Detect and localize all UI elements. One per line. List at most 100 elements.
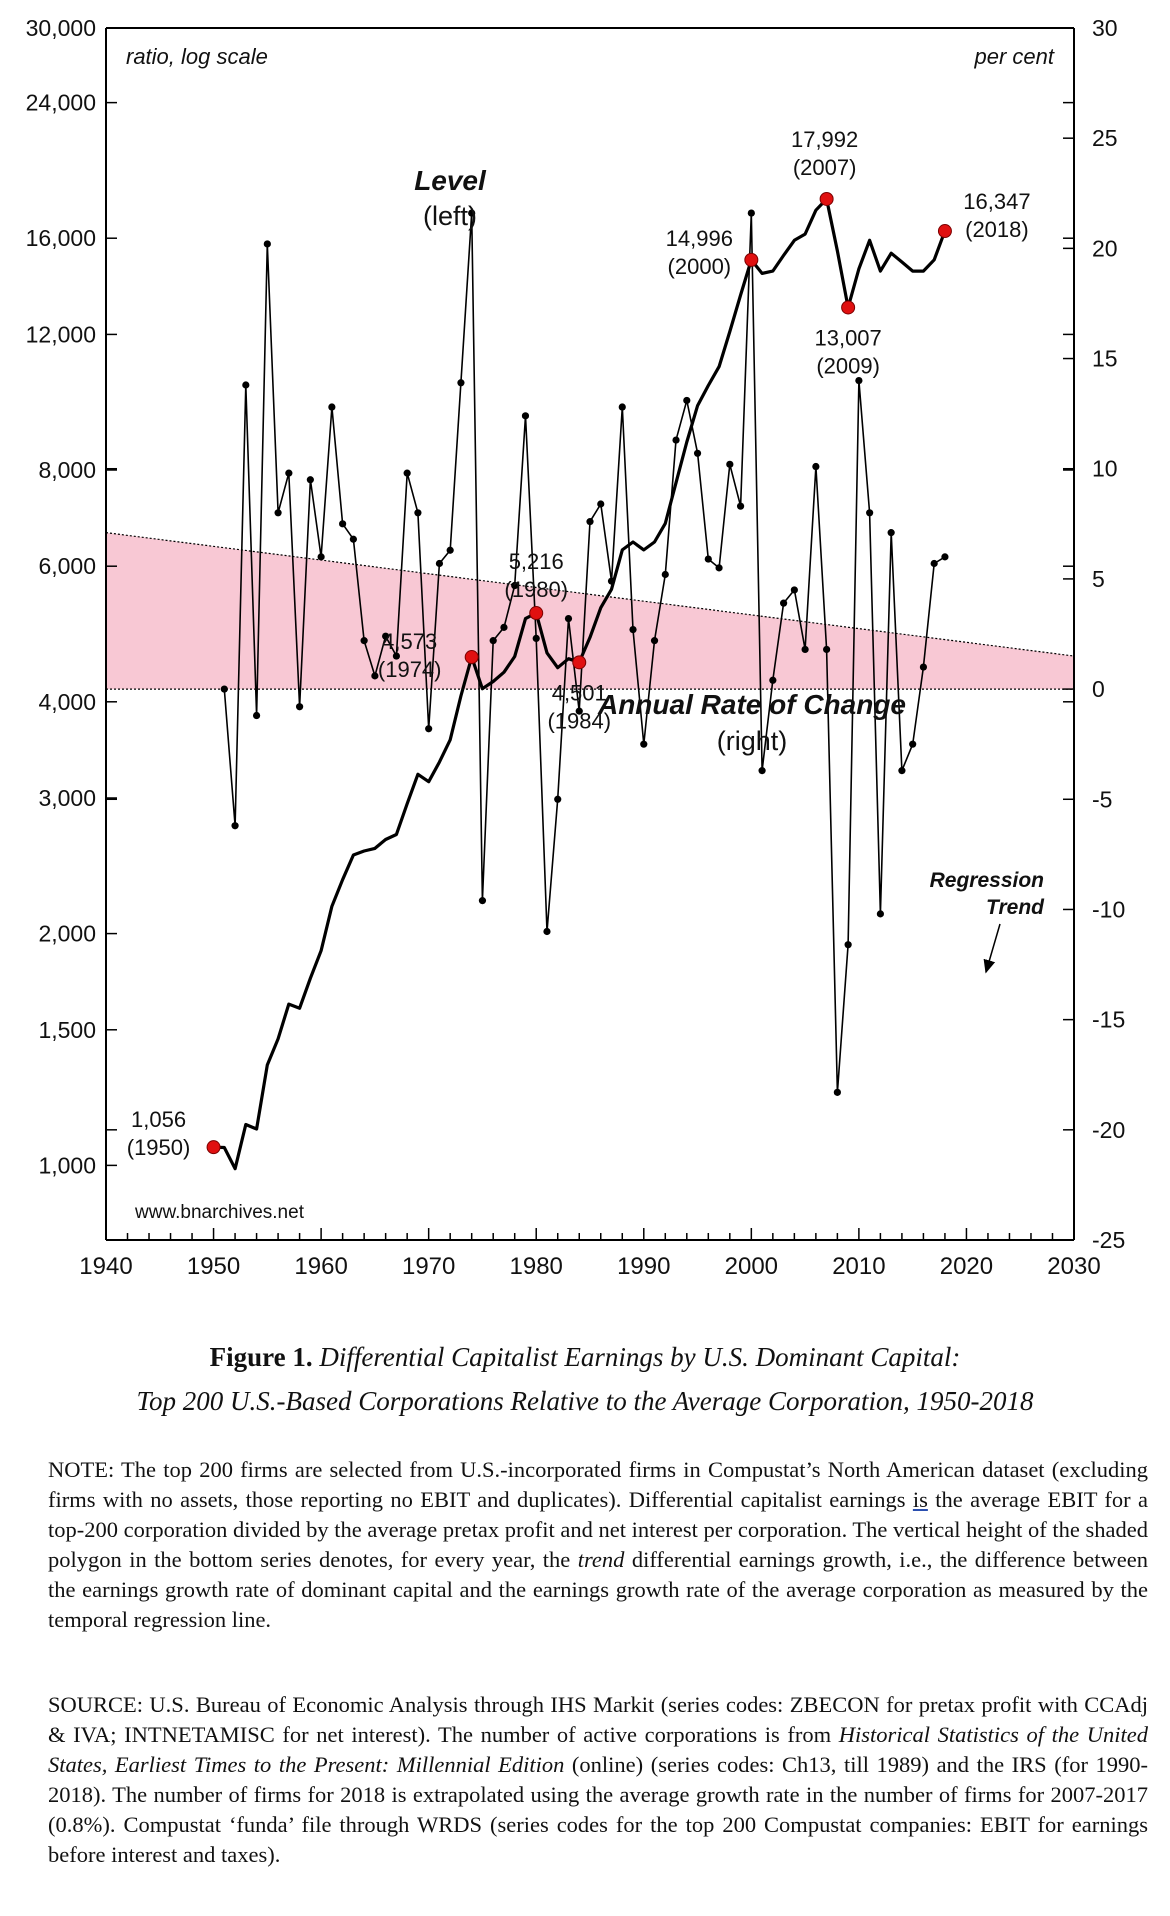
- level-point-year-label: (2000): [668, 254, 732, 279]
- level-highlight-point: [841, 300, 856, 315]
- rate-point: [349, 535, 357, 543]
- x-tick-label: 1970: [402, 1253, 455, 1280]
- level-point-value-label: 4,501: [552, 680, 607, 705]
- rate-point: [263, 240, 271, 248]
- right-tick-label: 15: [1092, 346, 1118, 372]
- rate-point: [715, 564, 723, 572]
- rate-point: [650, 637, 659, 645]
- x-tick-label: 1980: [510, 1253, 563, 1280]
- rate-point: [823, 645, 831, 654]
- level-point-year-label: (1980): [504, 577, 568, 602]
- rate-point: [747, 209, 755, 217]
- rate-point: [575, 707, 583, 715]
- rate-point: [317, 553, 325, 561]
- regression-shaded-polygon: [106, 532, 1074, 690]
- rate-point: [521, 412, 530, 420]
- right-tick-label: 20: [1092, 235, 1118, 261]
- rate-point: [726, 460, 734, 468]
- left-tick-label: 6,000: [38, 553, 96, 579]
- rate-point: [296, 703, 304, 711]
- rate-point: [532, 634, 540, 643]
- rate-point: [780, 599, 788, 607]
- rate-point: [790, 586, 798, 594]
- regression-label-line2: Trend: [986, 896, 1045, 919]
- rate-point: [876, 910, 885, 918]
- rate-point: [414, 509, 422, 517]
- right-tick-label: -15: [1092, 1007, 1125, 1033]
- source-text-2: (online) (series codes: Ch13, till 1989)…: [48, 1752, 1148, 1867]
- level-point-value-label: 17,992: [791, 127, 858, 152]
- rate-point: [930, 559, 938, 568]
- rate-point: [478, 897, 487, 905]
- rate-point: [457, 379, 465, 387]
- left-tick-label: 8,000: [38, 457, 96, 483]
- regression-trend-line: [105, 532, 1075, 657]
- rate-point: [489, 637, 497, 645]
- rate-point: [371, 672, 379, 680]
- rate-point: [306, 476, 314, 484]
- rate-point: [564, 614, 573, 623]
- rate-point: [285, 469, 293, 477]
- level-highlight-point: [529, 606, 544, 621]
- level-point-value-label: 4,573: [382, 629, 437, 654]
- level-point-year-label: (1974): [378, 657, 442, 682]
- rate-point: [382, 632, 390, 640]
- rate-point: [855, 376, 863, 385]
- level-series-side-label: (left): [423, 201, 477, 231]
- regression-arrow: [983, 923, 1001, 974]
- rate-point: [672, 436, 680, 444]
- note-is: is: [912, 1487, 928, 1512]
- figure-caption: Figure 1. Differential Capitalist Earnin…: [0, 1335, 1170, 1423]
- left-tick-label: 4,000: [38, 689, 96, 715]
- level-point-year-label: (1984): [547, 708, 611, 733]
- left-tick-label: 16,000: [26, 225, 96, 251]
- right-tick-label: -10: [1092, 896, 1125, 922]
- x-tick-label: 1950: [187, 1253, 240, 1280]
- note-paragraph: NOTE: The top 200 firms are selected fro…: [48, 1455, 1148, 1635]
- rate-point: [607, 577, 616, 585]
- rate-point: [736, 502, 745, 510]
- right-tick-label: -20: [1092, 1117, 1125, 1143]
- rate-point: [339, 520, 347, 528]
- left-tick-label: 1,500: [38, 1017, 96, 1043]
- x-tick-label: 2000: [725, 1253, 778, 1280]
- level-point-year-label: (2009): [816, 353, 880, 378]
- rate-point: [618, 403, 626, 411]
- left-tick-label: 2,000: [38, 921, 96, 947]
- rate-point: [683, 396, 691, 405]
- note-text-1: NOTE: The top 200 firms are selected fro…: [48, 1457, 1148, 1512]
- rate-point: [812, 462, 820, 471]
- rate-point: [661, 570, 669, 579]
- level-point-value-label: 16,347: [963, 189, 1030, 214]
- left-axis-note: ratio, log scale: [126, 44, 268, 69]
- rate-point: [274, 509, 282, 517]
- level-highlight-point: [744, 252, 759, 267]
- rate-point: [919, 663, 928, 671]
- right-tick-label: 10: [1092, 456, 1118, 482]
- rate-point: [231, 822, 239, 830]
- rate-point: [360, 637, 368, 645]
- note-text-3: differential earnings growth, i.e., the …: [48, 1547, 1148, 1632]
- right-tick-label: 30: [1092, 15, 1118, 41]
- rate-point: [586, 518, 594, 526]
- chart: 1940 1950 1960 1970 1980 1990 2000 2010 2020 2030…: [26, 15, 1126, 1280]
- rate-point: [511, 581, 519, 590]
- rate-point: [704, 555, 712, 563]
- rate-point: [629, 625, 637, 634]
- rate-point: [693, 449, 702, 457]
- rate-point: [801, 645, 809, 654]
- x-tick-label: 1940: [79, 1253, 132, 1280]
- x-tick-label: 1990: [617, 1253, 670, 1280]
- rate-point: [941, 553, 949, 561]
- left-tick-label: 12,000: [26, 321, 96, 347]
- right-tick-label: -25: [1092, 1227, 1125, 1253]
- rate-point: [554, 795, 562, 803]
- level-highlight-point: [937, 224, 952, 239]
- source-text-1: SOURCE: U.S. Bureau of Economic Analysis…: [48, 1692, 1148, 1747]
- rate-point: [769, 676, 777, 684]
- right-tick-label: 0: [1092, 676, 1105, 702]
- watermark: www.bnarchives.net: [134, 1202, 305, 1223]
- rate-point: [887, 529, 895, 537]
- level-highlight-point: [464, 650, 479, 665]
- note-text-2: the average EBIT for a top-200 corporati…: [48, 1487, 1149, 1572]
